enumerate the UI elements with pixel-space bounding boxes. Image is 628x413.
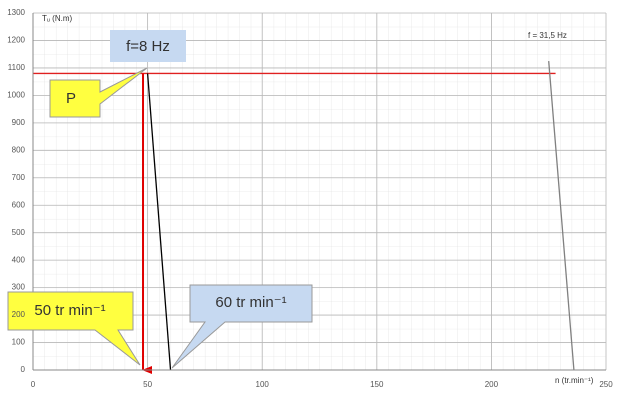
y-tick-label: 1000 (7, 90, 25, 99)
annotation: f = 31,5 Hz (528, 31, 567, 40)
callout-box (110, 30, 186, 62)
y-tick-label: 300 (12, 283, 26, 292)
y-tick-label: 700 (12, 173, 26, 182)
y-tick-label: 1200 (7, 36, 25, 45)
x-tick-label: 250 (599, 380, 613, 389)
annotation: f=8 Hz (126, 38, 170, 55)
callout-box (171, 284, 313, 369)
y-tick-label: 1100 (8, 63, 26, 72)
y-tick-label: 400 (12, 255, 26, 264)
y-tick-label: 800 (12, 145, 26, 154)
annotation: 50 tr min⁻¹ (34, 302, 105, 319)
x-tick-label: 200 (485, 380, 499, 389)
series-line (548, 61, 575, 371)
y-tick-label: 600 (12, 200, 26, 209)
series-line (146, 73, 172, 371)
y-tick-label: 0 (21, 365, 26, 374)
y-tick-label: 1300 (7, 8, 25, 17)
y-tick-label: 100 (12, 338, 26, 347)
callout-box (49, 67, 148, 118)
x-axis-label: n (tr.min⁻¹) (555, 376, 594, 385)
y-tick-label: 900 (12, 118, 26, 127)
x-tick-label: 150 (370, 380, 384, 389)
annotation: P (66, 90, 76, 107)
callout-box (7, 291, 141, 366)
annotation: 60 tr min⁻¹ (215, 294, 286, 311)
y-tick-label: 500 (12, 228, 26, 237)
x-tick-label: 0 (31, 380, 36, 389)
y-axis-label: Tᵤ (N.m) (42, 14, 72, 23)
x-tick-label: 50 (143, 380, 152, 389)
x-tick-label: 100 (256, 380, 270, 389)
y-tick-label: 200 (12, 310, 26, 319)
